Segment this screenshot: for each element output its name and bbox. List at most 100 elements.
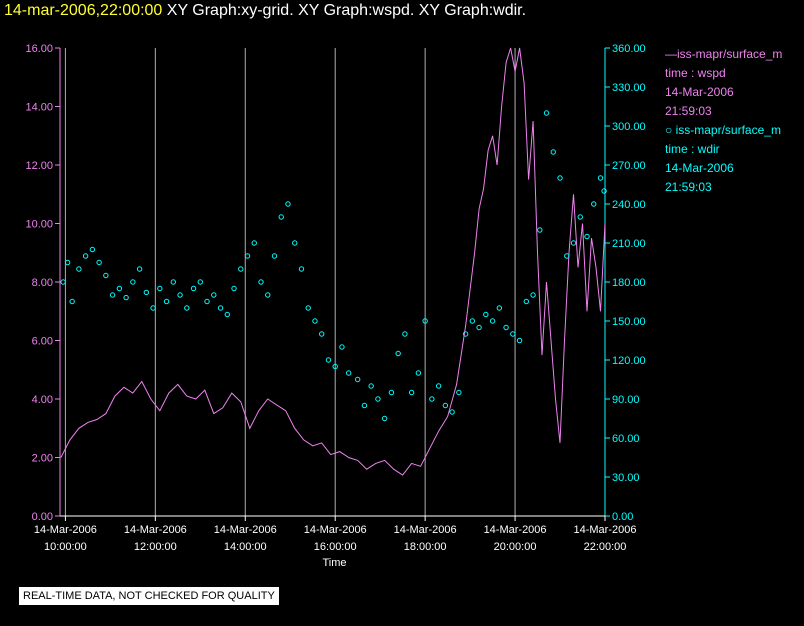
y-right-tick-label-7: 210.00 [612,238,646,250]
y-right-tick-label-12: 360.00 [612,43,646,55]
series-wdir-point-18 [177,292,183,298]
y-left-tick-label-0: 0.00 [32,511,53,523]
series-wdir-point-75 [564,253,570,259]
x-tick-time-0: 10:00:00 [44,541,87,553]
series-wdir-point-1 [64,259,71,266]
series-wdir-point-41 [332,363,338,370]
x-tick-date-6: 14-Mar-2006 [574,524,637,536]
y-right-tick-label-4: 120.00 [612,355,646,367]
series-wdir-point-30 [258,279,264,285]
legend-wdir: ○ iss-mapr/surface_m time : wdir 14-Mar-… [665,121,804,197]
series-wdir-point-39 [319,331,325,337]
series-wdir-point-17 [170,279,177,285]
series-wdir-point-21 [197,279,203,285]
series-wdir-point-68 [516,337,523,344]
y-right-tick-label-5: 150.00 [612,316,646,328]
series-wdir-point-11 [130,279,136,285]
series-wdir-point-45 [361,402,368,409]
series-wdir-point-56 [435,383,442,389]
series-wdir-point-2 [69,298,75,305]
series-wdir-point-47 [375,396,381,402]
y-left-tick-label-6: 12.00 [25,160,53,172]
x-tick-time-4: 18:00:00 [404,541,447,553]
series-wdir-point-74 [557,175,563,181]
series-wdir-point-29 [251,240,257,246]
x-tick-date-1: 14-Mar-2006 [124,524,187,536]
series-wdir-point-14 [150,305,156,311]
series-wdir-point-6 [96,259,102,266]
series-wdir-point-58 [449,409,455,415]
series-wdir-point-0 [60,279,66,285]
series-wdir-point-16 [163,298,170,305]
series-wdir-point-15 [157,285,163,292]
y-right-tick-label-9: 270.00 [612,160,646,172]
series-wdir-point-36 [298,266,305,272]
legend-wdir-label: ○ iss-mapr/surface_m [665,123,781,137]
series-wdir-point-25 [224,311,230,318]
series-wspd-line [60,47,606,476]
legend-wspd-line1: time : wspd [665,66,726,80]
series-wdir-point-22 [204,298,210,305]
x-tick-date-3: 14-Mar-2006 [304,524,367,536]
series-wdir-point-20 [190,285,197,292]
series-wdir-point-51 [402,331,408,337]
series-wdir-point-54 [422,318,428,324]
series-wdir-point-46 [368,383,374,389]
series-wdir-point-67 [510,331,516,337]
series-wdir-point-66 [503,324,509,331]
x-tick-time-6: 22:00:00 [584,541,627,553]
series-wdir-point-3 [76,266,82,272]
series-wdir-point-28 [244,253,251,259]
series-wdir-point-72 [543,110,550,116]
x-axis-label: Time [322,557,346,569]
legend-wspd: —iss-mapr/surface_m time : wspd 14-Mar-2… [665,45,804,121]
x-tick-time-1: 12:00:00 [134,541,177,553]
series-wdir-point-62 [476,324,482,331]
x-tick-date-0: 14-Mar-2006 [34,524,97,536]
y-right-tick-label-3: 90.00 [612,394,640,406]
series-wdir-point-80 [597,175,604,181]
series-wdir-point-63 [483,311,489,318]
series-wdir-point-40 [325,357,332,363]
y-left-tick-label-5: 10.00 [25,219,53,231]
series-wdir-point-34 [285,201,291,207]
x-tick-date-2: 14-Mar-2006 [214,524,277,536]
series-wdir-point-53 [415,370,422,376]
graph-title: 14-mar-2006,22:00:00 XY Graph:xy-grid. X… [4,2,526,20]
series-wdir-point-24 [217,305,224,311]
series-wdir-point-52 [408,389,415,396]
title-timestamp: 14-mar-2006,22:00:00 [4,2,163,19]
series-wdir-point-55 [429,396,435,402]
quality-notice: REAL-TIME DATA, NOT CHECKED FOR QUALITY [19,587,279,605]
series-wdir-point-65 [496,305,503,311]
y-left-tick-label-8: 16.00 [25,43,53,55]
series-wdir-point-43 [345,370,352,376]
legend-wspd-line2: 14-Mar-2006 [665,85,734,99]
series-wdir-point-35 [292,240,298,246]
series-wdir-point-10 [123,294,129,301]
y-left-tick-label-4: 8.00 [32,277,53,289]
series-wdir-point-70 [530,292,536,298]
legend-wdir-line3: 21:59:03 [665,180,712,194]
series-wdir-point-38 [312,318,318,324]
series-wdir-point-78 [584,233,590,240]
y-right-tick-label-0: 0.00 [612,511,633,523]
y-right-tick-label-6: 180.00 [612,277,646,289]
y-left-tick-label-2: 4.00 [32,394,53,406]
y-right-tick-label-1: 30.00 [612,472,640,484]
series-wdir-point-31 [265,292,271,298]
y-right-tick-label-11: 330.00 [612,82,646,94]
x-tick-time-5: 20:00:00 [494,541,537,553]
series-wdir-point-8 [109,292,116,298]
series-wdir-point-69 [523,298,530,305]
series-wdir-point-13 [143,289,150,296]
legend-wdir-line2: 14-Mar-2006 [665,161,734,175]
series-wdir-point-60 [462,331,469,337]
series-wdir-point-59 [456,389,462,396]
y-right-tick-label-10: 300.00 [612,121,646,133]
series-wdir-point-4 [82,253,89,259]
series-wdir-point-71 [537,227,543,233]
series-wdir-point-57 [442,402,449,409]
x-tick-time-3: 16:00:00 [314,541,357,553]
